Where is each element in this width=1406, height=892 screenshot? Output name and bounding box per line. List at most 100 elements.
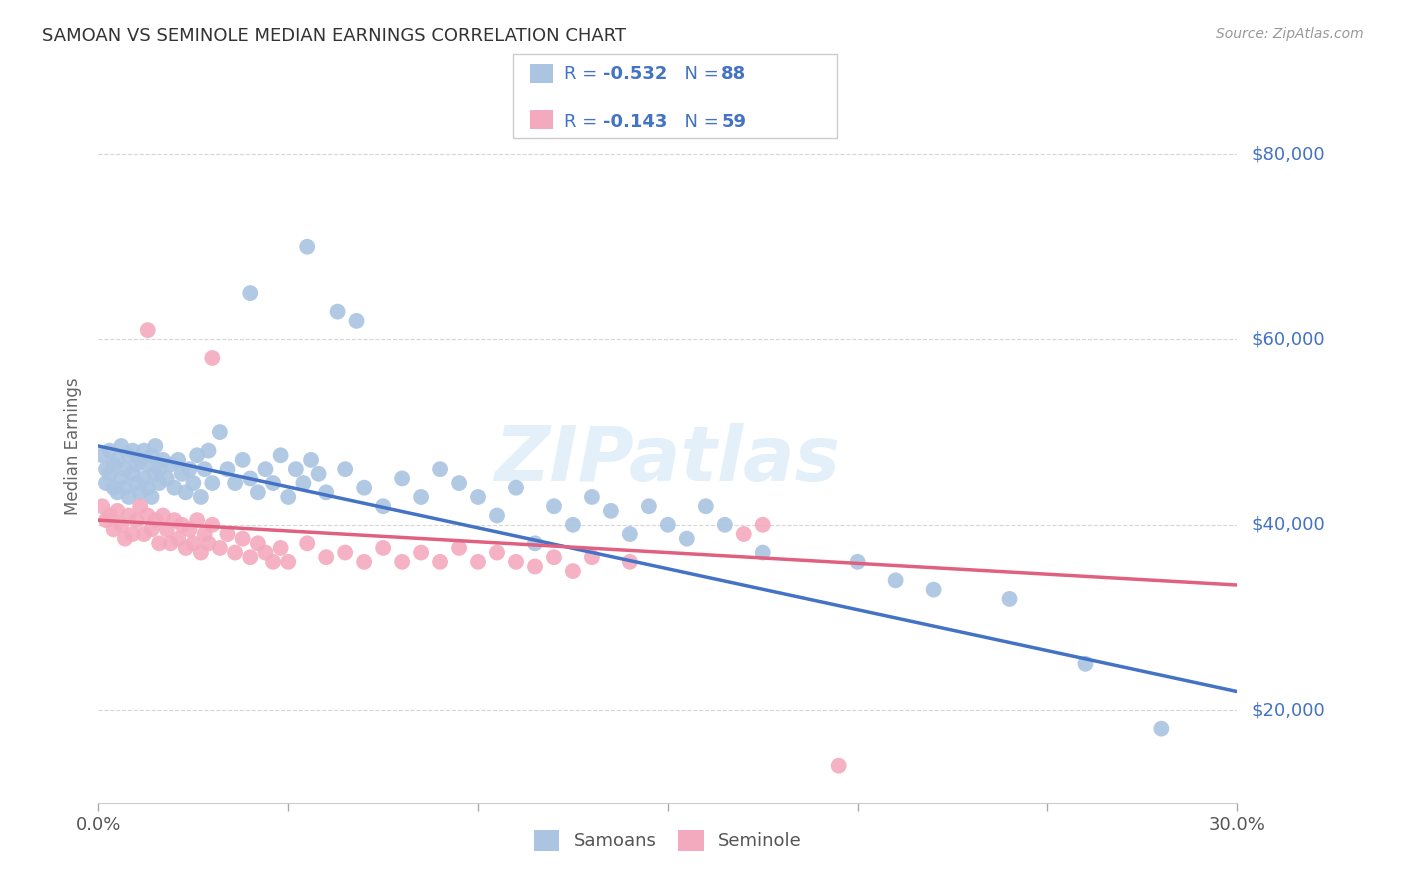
- Point: [156, 523, 179, 537]
- Point: [270, 541, 292, 555]
- Point: [197, 443, 219, 458]
- Point: [262, 555, 284, 569]
- Point: [217, 462, 239, 476]
- Text: R =: R =: [564, 112, 603, 130]
- Point: [167, 532, 190, 546]
- Point: [524, 536, 547, 550]
- Point: [159, 536, 181, 550]
- Point: [145, 439, 167, 453]
- Point: [254, 462, 277, 476]
- Text: 59: 59: [721, 112, 747, 130]
- Point: [163, 481, 186, 495]
- Text: 88: 88: [721, 65, 747, 83]
- Point: [411, 490, 433, 504]
- Point: [183, 476, 205, 491]
- Point: [194, 527, 217, 541]
- Point: [270, 448, 292, 462]
- Point: [129, 453, 152, 467]
- Point: [619, 555, 641, 569]
- Point: [246, 485, 269, 500]
- Text: SAMOAN VS SEMINOLE MEDIAN EARNINGS CORRELATION CHART: SAMOAN VS SEMINOLE MEDIAN EARNINGS CORRE…: [42, 27, 626, 45]
- Point: [148, 476, 170, 491]
- Point: [103, 458, 125, 472]
- Point: [239, 550, 262, 565]
- Point: [91, 500, 114, 514]
- Text: Source: ZipAtlas.com: Source: ZipAtlas.com: [1216, 27, 1364, 41]
- Point: [201, 351, 224, 365]
- Point: [103, 523, 125, 537]
- Point: [121, 443, 143, 458]
- Point: [297, 536, 319, 550]
- Point: [232, 453, 254, 467]
- Point: [152, 508, 174, 523]
- Y-axis label: Median Earnings: Median Earnings: [65, 377, 83, 515]
- Point: [132, 527, 155, 541]
- Point: [277, 490, 299, 504]
- Point: [114, 462, 136, 476]
- Point: [94, 462, 117, 476]
- Point: [167, 453, 190, 467]
- Point: [163, 513, 186, 527]
- Point: [136, 458, 159, 472]
- Point: [600, 504, 623, 518]
- Point: [353, 481, 375, 495]
- Text: $80,000: $80,000: [1251, 145, 1324, 163]
- Point: [581, 490, 603, 504]
- Point: [118, 508, 141, 523]
- Point: [170, 467, 193, 481]
- Point: [145, 513, 167, 527]
- Point: [505, 555, 527, 569]
- Point: [118, 448, 141, 462]
- Point: [186, 448, 208, 462]
- Point: [239, 471, 262, 485]
- Text: $20,000: $20,000: [1251, 701, 1324, 719]
- Point: [733, 527, 755, 541]
- Point: [695, 500, 717, 514]
- Point: [107, 453, 129, 467]
- Point: [121, 467, 143, 481]
- Point: [315, 485, 337, 500]
- Text: N =: N =: [673, 112, 725, 130]
- Point: [391, 555, 413, 569]
- Text: -0.143: -0.143: [603, 112, 668, 130]
- Point: [346, 314, 368, 328]
- Point: [467, 490, 489, 504]
- Point: [129, 500, 152, 514]
- Point: [752, 517, 775, 532]
- Point: [201, 476, 224, 491]
- Point: [152, 453, 174, 467]
- Point: [224, 545, 246, 559]
- Point: [110, 439, 132, 453]
- Point: [638, 500, 661, 514]
- Point: [277, 555, 299, 569]
- Point: [676, 532, 699, 546]
- Point: [186, 513, 208, 527]
- Point: [110, 517, 132, 532]
- Point: [335, 462, 357, 476]
- Point: [208, 541, 231, 555]
- Point: [136, 323, 159, 337]
- Point: [828, 758, 851, 772]
- Point: [141, 448, 163, 462]
- Text: N =: N =: [673, 65, 725, 83]
- Point: [714, 517, 737, 532]
- Point: [201, 517, 224, 532]
- Point: [114, 532, 136, 546]
- Point: [292, 476, 315, 491]
- Point: [562, 564, 585, 578]
- Point: [125, 513, 148, 527]
- Point: [619, 527, 641, 541]
- Text: $40,000: $40,000: [1251, 516, 1324, 533]
- Point: [922, 582, 945, 597]
- Point: [353, 555, 375, 569]
- Point: [581, 550, 603, 565]
- Point: [411, 545, 433, 559]
- Point: [170, 517, 193, 532]
- Text: ZIPatlas: ZIPatlas: [495, 424, 841, 497]
- Point: [297, 240, 319, 254]
- Text: $60,000: $60,000: [1251, 330, 1324, 349]
- Point: [110, 471, 132, 485]
- Point: [449, 541, 471, 555]
- Point: [657, 517, 679, 532]
- Point: [121, 527, 143, 541]
